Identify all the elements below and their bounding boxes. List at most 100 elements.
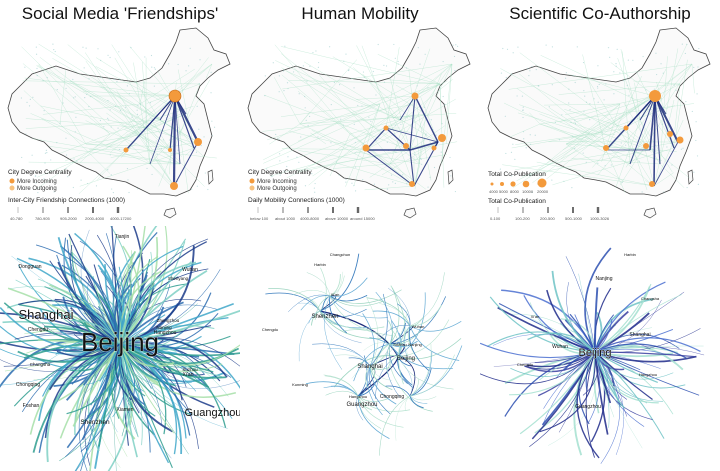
coauthorship-map: Total Co-Publication 4000 5000 8000 1000…: [487, 27, 711, 221]
minor-city-dot: [576, 46, 578, 48]
minor-link: [389, 125, 446, 165]
minor-city-dot: [137, 188, 139, 190]
network-edge: [119, 343, 139, 438]
branch-edge: [357, 395, 373, 411]
branch-edge: [329, 295, 388, 319]
shanghai-node: [194, 138, 202, 146]
city-nodes: [362, 92, 446, 187]
minor-city-dot: [373, 183, 376, 185]
minor-link: [70, 80, 195, 149]
minor-link: [177, 69, 195, 149]
minor-city-dot: [383, 64, 385, 66]
minor-link: [288, 80, 441, 85]
network-edge: [588, 351, 601, 423]
minor-city-dot: [136, 113, 139, 115]
minor-link: [280, 53, 421, 165]
minor-city-dot: [35, 182, 37, 184]
network-edge: [594, 343, 687, 359]
minor-city-dot: [315, 50, 317, 52]
network-edge: [119, 303, 198, 345]
minor-city-dot: [453, 55, 456, 58]
minor-link: [185, 147, 195, 156]
network-edge: [594, 351, 615, 418]
minor-city-dot: [287, 156, 289, 158]
network-edge: [119, 343, 192, 384]
city-nodes: [123, 89, 202, 190]
minor-city-dot: [31, 154, 33, 156]
minor-city-dot: [452, 44, 454, 46]
minor-city-dot: [185, 70, 187, 72]
network-edge: [489, 296, 596, 353]
minor-city-dot: [189, 47, 191, 49]
network-edge: [111, 226, 121, 345]
major-link: [653, 141, 679, 187]
minor-city-dot: [347, 69, 350, 72]
minor-link: [303, 61, 439, 143]
city-label: Xi'an: [331, 292, 340, 297]
minor-city-dot: [24, 66, 26, 68]
minor-city-dot: [307, 124, 309, 127]
minor-link: [274, 44, 351, 135]
network-edge: [119, 343, 183, 455]
network-edge: [107, 343, 128, 457]
branch-edge: [379, 395, 411, 456]
network-edge: [118, 343, 145, 405]
minor-city-dot: [527, 67, 529, 70]
minor-city-dot: [65, 137, 67, 139]
minor-link: [665, 48, 679, 115]
hainan-outline: [643, 207, 657, 219]
minor-city-dot: [375, 94, 377, 96]
network-edge: [594, 351, 620, 464]
minor-link: [36, 65, 147, 129]
taiwan-outline: [447, 169, 454, 185]
minor-link: [145, 112, 184, 129]
branch-edge: [404, 325, 411, 357]
network-edge: [594, 351, 648, 404]
minor-link: [446, 63, 453, 144]
city-label: Beijing: [397, 356, 415, 362]
nanjing-node: [667, 131, 673, 137]
branch-edge: [372, 310, 411, 327]
network-edge: [594, 314, 615, 353]
minor-link: [105, 63, 213, 150]
minor-city-dot: [353, 87, 355, 89]
minor-city-dot: [85, 47, 87, 49]
minor-link: [60, 133, 111, 154]
minor-city-dot: [313, 187, 315, 189]
minor-city-dot: [377, 43, 379, 46]
minor-city-dot: [548, 106, 550, 108]
network-edge: [104, 343, 121, 433]
social-network-graph: Beijing Shanghai Guangzhou Shenzhen Tianjin C…: [0, 226, 240, 471]
minor-link: [558, 83, 681, 95]
minor-city-dot: [425, 133, 427, 135]
branch-edge: [268, 288, 321, 312]
mobility-network-graph: Shenzhen Beijing Shanghai GuangzhouChongqin…: [262, 252, 463, 456]
minor-city-dot: [44, 162, 46, 164]
minor-city-dot: [112, 191, 114, 194]
minor-link: [299, 123, 378, 160]
minor-city-dot: [36, 67, 38, 70]
minor-city-dot: [314, 182, 316, 185]
minor-link: [639, 119, 655, 154]
minor-city-dot: [449, 156, 451, 159]
minor-city-dot: [597, 65, 599, 67]
minor-link: [625, 127, 690, 179]
major-link: [174, 95, 181, 165]
minor-link: [674, 83, 681, 130]
branch-edge: [369, 337, 399, 357]
minor-link: [264, 113, 427, 169]
minor-city-dot: [168, 139, 171, 141]
minor-link: [605, 75, 642, 151]
minor-city-dot: [450, 175, 452, 177]
minor-link: [568, 74, 656, 97]
minor-city-dot: [330, 103, 332, 106]
legend-centrality: City Degree Centrality More Incoming Mor…: [8, 169, 132, 221]
minor-city-dot: [146, 167, 148, 170]
minor-city-dot: [593, 98, 595, 100]
branch-edge: [409, 272, 445, 327]
minor-city-dot: [286, 165, 288, 168]
network-edge: [594, 351, 674, 380]
city-label: Hangzhou: [639, 372, 657, 377]
minor-link: [193, 147, 205, 158]
minor-link: [564, 95, 656, 115]
